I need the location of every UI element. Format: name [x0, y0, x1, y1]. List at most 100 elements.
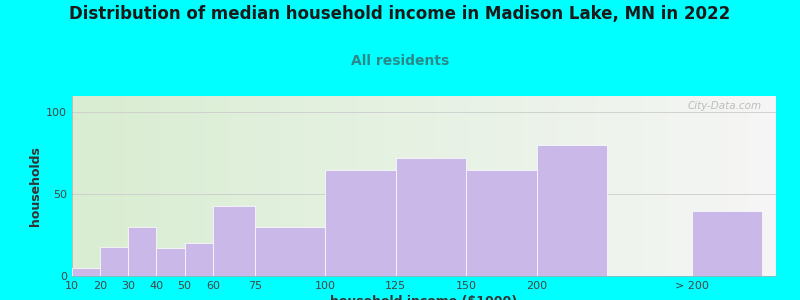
Bar	[255, 227, 326, 276]
Bar	[766, 96, 769, 276]
Bar	[526, 96, 530, 276]
Bar	[744, 96, 748, 276]
Bar	[72, 268, 100, 276]
Bar	[741, 96, 744, 276]
Bar	[139, 96, 142, 276]
Bar	[326, 96, 329, 276]
Bar	[702, 96, 706, 276]
Bar	[118, 96, 122, 276]
Bar	[505, 96, 509, 276]
Bar	[163, 96, 167, 276]
Bar	[554, 96, 558, 276]
Bar	[128, 227, 157, 276]
Bar	[449, 96, 452, 276]
Bar	[142, 96, 146, 276]
Bar	[157, 96, 160, 276]
Bar	[308, 96, 311, 276]
Bar	[491, 96, 494, 276]
Bar	[509, 96, 512, 276]
Bar	[100, 247, 128, 276]
Bar	[427, 96, 431, 276]
Bar	[280, 96, 283, 276]
Bar	[642, 96, 646, 276]
Bar	[470, 96, 474, 276]
Bar	[751, 96, 755, 276]
Text: Distribution of median household income in Madison Lake, MN in 2022: Distribution of median household income …	[70, 4, 730, 22]
Bar	[343, 96, 346, 276]
Bar	[399, 96, 403, 276]
Bar	[618, 96, 621, 276]
Bar	[695, 96, 698, 276]
Bar	[442, 96, 445, 276]
Bar	[748, 96, 751, 276]
Bar	[178, 96, 181, 276]
Bar	[603, 96, 607, 276]
Bar	[406, 96, 410, 276]
Bar	[575, 96, 579, 276]
Bar	[424, 96, 427, 276]
Bar	[558, 96, 562, 276]
X-axis label: household income ($1000): household income ($1000)	[330, 295, 518, 300]
Bar	[628, 96, 632, 276]
Bar	[326, 169, 396, 276]
Bar	[466, 96, 470, 276]
Bar	[301, 96, 304, 276]
Bar	[170, 96, 174, 276]
Bar	[202, 96, 206, 276]
Bar	[586, 96, 590, 276]
Bar	[758, 96, 762, 276]
Bar	[368, 96, 371, 276]
Bar	[339, 96, 343, 276]
Bar	[688, 96, 691, 276]
Bar	[459, 96, 462, 276]
Bar	[90, 96, 93, 276]
Bar	[245, 96, 248, 276]
Bar	[656, 96, 660, 276]
Bar	[716, 96, 720, 276]
Bar	[298, 96, 301, 276]
Bar	[537, 145, 607, 276]
Bar	[431, 96, 434, 276]
Bar	[213, 96, 216, 276]
Bar	[663, 96, 667, 276]
Bar	[667, 96, 670, 276]
Bar	[276, 96, 280, 276]
Bar	[414, 96, 417, 276]
Bar	[452, 96, 456, 276]
Bar	[720, 96, 723, 276]
Bar	[421, 96, 424, 276]
Bar	[650, 96, 653, 276]
Bar	[374, 96, 378, 276]
Bar	[709, 96, 713, 276]
Bar	[361, 96, 364, 276]
Bar	[206, 96, 210, 276]
Bar	[198, 96, 202, 276]
Text: City-Data.com: City-Data.com	[688, 101, 762, 111]
Bar	[336, 96, 339, 276]
Bar	[674, 96, 678, 276]
Bar	[354, 96, 357, 276]
Bar	[241, 96, 245, 276]
Bar	[185, 96, 188, 276]
Bar	[122, 96, 125, 276]
Bar	[371, 96, 374, 276]
Bar	[494, 96, 498, 276]
Bar	[266, 96, 269, 276]
Bar	[396, 96, 399, 276]
Bar	[72, 96, 75, 276]
Bar	[462, 96, 466, 276]
Bar	[286, 96, 290, 276]
Bar	[160, 96, 163, 276]
Bar	[223, 96, 227, 276]
Bar	[635, 96, 638, 276]
Bar	[638, 96, 642, 276]
Bar	[210, 96, 213, 276]
Bar	[251, 96, 255, 276]
Bar	[691, 211, 762, 276]
Bar	[273, 96, 276, 276]
Bar	[153, 96, 157, 276]
Bar	[607, 96, 610, 276]
Bar	[146, 96, 150, 276]
Bar	[378, 96, 382, 276]
Bar	[755, 96, 758, 276]
